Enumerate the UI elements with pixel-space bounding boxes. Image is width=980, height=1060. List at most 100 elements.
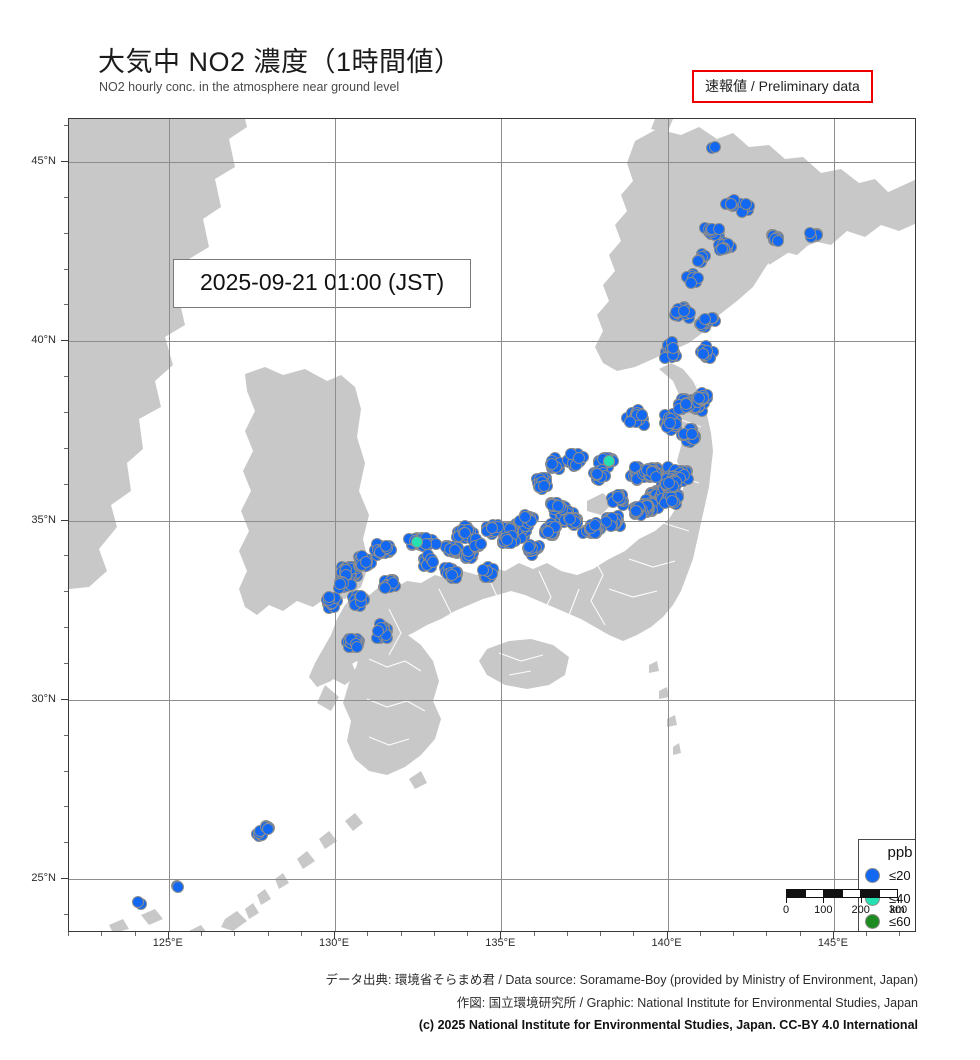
station-marker[interactable] (771, 235, 784, 248)
page-subtitle: NO2 hourly conc. in the atmosphere near … (99, 80, 400, 94)
ytick-minor-37 (64, 447, 68, 449)
xtick-minor-133 (433, 932, 435, 936)
xtick-minor-138 (600, 932, 602, 936)
scale-bar-track (786, 889, 898, 898)
station-marker[interactable] (698, 312, 711, 325)
station-marker[interactable] (518, 511, 531, 524)
station-marker[interactable] (323, 591, 336, 604)
ylabel-45: 45°N (31, 155, 56, 168)
station-marker[interactable] (360, 555, 373, 568)
station-marker[interactable] (591, 467, 604, 480)
station-marker[interactable] (664, 417, 677, 430)
station-marker[interactable] (545, 457, 558, 470)
station-marker[interactable] (380, 539, 392, 552)
xtick-minor-127 (234, 932, 236, 936)
xtick-minor-128 (267, 932, 269, 936)
xtick-minor-134 (467, 932, 469, 936)
observation-timestamp: 2025-09-21 01:00 (JST) (173, 259, 472, 308)
station-marker[interactable] (708, 140, 721, 153)
scale-bar-unit: km (890, 904, 905, 916)
xtick-minor-137 (566, 932, 568, 936)
station-marker[interactable] (685, 427, 698, 440)
xtick-minor-126 (201, 932, 203, 936)
station-marker[interactable] (171, 881, 184, 894)
station-marker[interactable] (378, 581, 391, 594)
station-marker[interactable] (350, 640, 363, 653)
scale-bar-tick (786, 898, 787, 903)
station-marker[interactable] (355, 589, 368, 602)
station-marker[interactable] (715, 243, 728, 256)
station-marker[interactable] (486, 522, 499, 535)
station-marker[interactable] (693, 391, 705, 404)
ytick-minor-24 (64, 914, 68, 916)
xtick-minor-139 (633, 932, 635, 936)
station-marker[interactable] (262, 822, 275, 835)
legend-title: ppb (887, 844, 913, 861)
scale-bar-label: 200 (851, 904, 870, 916)
station-marker[interactable] (635, 408, 648, 421)
station-marker[interactable] (572, 452, 585, 465)
xtick-minor-147 (899, 932, 901, 936)
map-plot-area[interactable]: 2025-09-21 01:00 (JST) ppb ≤20≤40≤60≤100… (68, 118, 916, 932)
station-marker[interactable] (537, 480, 550, 492)
legend-item-0[interactable]: ≤20 (865, 864, 915, 887)
xtick-minor-142 (733, 932, 735, 936)
station-marker[interactable] (629, 505, 642, 518)
station-marker[interactable] (739, 198, 752, 211)
station-marker[interactable] (684, 276, 697, 289)
station-marker[interactable] (371, 625, 384, 638)
xlabel-145: 145°E (817, 937, 848, 949)
xtick-minor-122 (68, 932, 69, 936)
station-marker[interactable] (662, 477, 675, 490)
station-marker[interactable] (588, 519, 601, 532)
scale-bar-labels: 0 100 200 300 km (783, 904, 907, 918)
station-marker-elevated[interactable] (603, 455, 616, 468)
station-marker[interactable] (475, 538, 488, 551)
station-marker[interactable] (713, 222, 726, 235)
xlabel-130: 130°E (318, 937, 350, 949)
station-marker[interactable] (564, 512, 577, 525)
gridline-lat-45 (69, 162, 915, 164)
ytick-45 (61, 161, 68, 163)
ylabel-40: 40°N (31, 334, 56, 347)
station-marker[interactable] (665, 494, 678, 507)
xlabel-125: 125°E (152, 937, 183, 949)
station-marker[interactable] (426, 555, 439, 568)
scale-bar-segment (842, 890, 861, 897)
ytick-minor-46 (64, 125, 68, 127)
station-marker[interactable] (679, 398, 692, 411)
station-marker[interactable] (476, 563, 489, 576)
station-marker[interactable] (666, 341, 679, 354)
station-marker[interactable] (724, 197, 737, 210)
ytick-minor-42 (64, 268, 68, 270)
gridline-lon-130 (335, 119, 337, 931)
station-marker[interactable] (678, 305, 691, 318)
station-marker[interactable] (523, 541, 536, 553)
station-marker[interactable] (500, 534, 513, 547)
station-marker[interactable] (542, 525, 555, 538)
station-marker[interactable] (132, 896, 145, 909)
ytick-25 (61, 878, 68, 880)
xlabel-135: 135°E (485, 937, 516, 949)
station-marker[interactable] (697, 348, 710, 361)
page-title: 大気中 NO2 濃度（1時間値） (98, 47, 462, 77)
station-marker[interactable] (623, 416, 636, 429)
ytick-minor-31 (64, 663, 68, 665)
ytick-minor-44 (64, 196, 68, 198)
footer-data-source: データ出典: 環境省そらまめ君 / Data source: Soramame-… (325, 973, 918, 987)
gridline-lon-145 (833, 119, 835, 931)
ytick-minor-32 (64, 627, 68, 629)
station-marker[interactable] (803, 227, 816, 240)
station-marker[interactable] (692, 254, 705, 267)
station-marker[interactable] (333, 578, 346, 591)
gridline-lat-30 (69, 699, 915, 701)
station-marker[interactable] (551, 499, 564, 512)
scale-bar-tick (823, 898, 825, 903)
station-marker[interactable] (612, 491, 625, 504)
station-marker[interactable] (445, 568, 458, 581)
footer-graphic-credit: 作図: 国立環境研究所 / Graphic: National Institut… (456, 996, 918, 1010)
ylabel-25: 25°N (31, 872, 56, 885)
ytick-40 (61, 340, 68, 342)
station-marker-elevated[interactable] (410, 536, 423, 549)
ytick-30 (61, 698, 68, 700)
